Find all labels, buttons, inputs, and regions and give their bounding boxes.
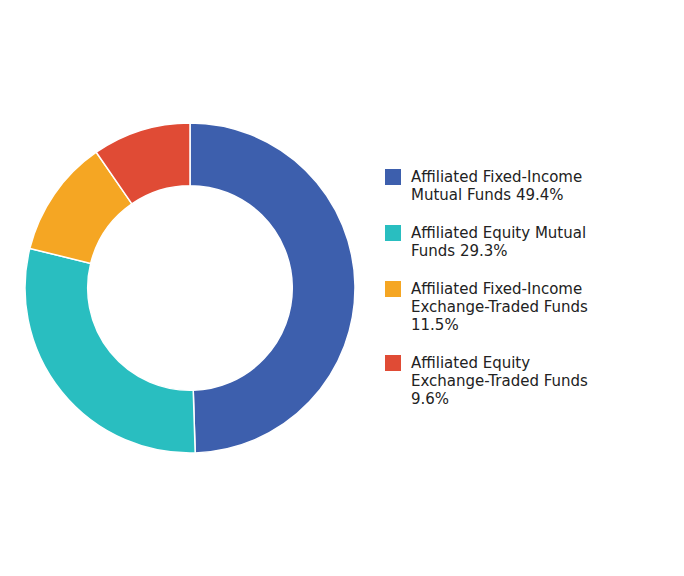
legend-label-line: 11.5% — [411, 316, 459, 334]
legend-swatch — [385, 355, 401, 371]
legend-label: Affiliated EquityExchange-Traded Funds9.… — [411, 354, 588, 408]
legend-label-line: Affiliated Equity — [411, 354, 530, 372]
slice — [96, 123, 190, 204]
legend-label-line: Mutual Funds 49.4% — [411, 186, 564, 204]
legend-item: Affiliated Fixed-IncomeExchange-Traded F… — [385, 280, 588, 334]
legend: Affiliated Fixed-IncomeMutual Funds 49.4… — [385, 168, 588, 408]
legend-swatch — [385, 225, 401, 241]
legend-label-line: Affiliated Equity Mutual — [411, 224, 586, 242]
legend-label-line: Funds 29.3% — [411, 242, 508, 260]
legend-label: Affiliated Equity MutualFunds 29.3% — [411, 224, 586, 260]
slice — [190, 123, 355, 453]
slices — [25, 123, 355, 453]
legend-label: Affiliated Fixed-IncomeMutual Funds 49.4… — [411, 168, 582, 204]
legend-item: Affiliated Fixed-IncomeMutual Funds 49.4… — [385, 168, 582, 204]
chart: Affiliated Fixed-IncomeMutual Funds 49.4… — [0, 0, 684, 576]
slice — [25, 248, 195, 453]
legend-label-line: 9.6% — [411, 390, 449, 408]
legend-item: Affiliated EquityExchange-Traded Funds9.… — [385, 354, 588, 408]
legend-label-line: Affiliated Fixed-Income — [411, 280, 582, 298]
legend-label-line: Exchange-Traded Funds — [411, 298, 588, 316]
legend-swatch — [385, 169, 401, 185]
legend-label-line: Exchange-Traded Funds — [411, 372, 588, 390]
legend-label: Affiliated Fixed-IncomeExchange-Traded F… — [411, 280, 588, 334]
legend-swatch — [385, 281, 401, 297]
legend-item: Affiliated Equity MutualFunds 29.3% — [385, 224, 586, 260]
legend-label-line: Affiliated Fixed-Income — [411, 168, 582, 186]
